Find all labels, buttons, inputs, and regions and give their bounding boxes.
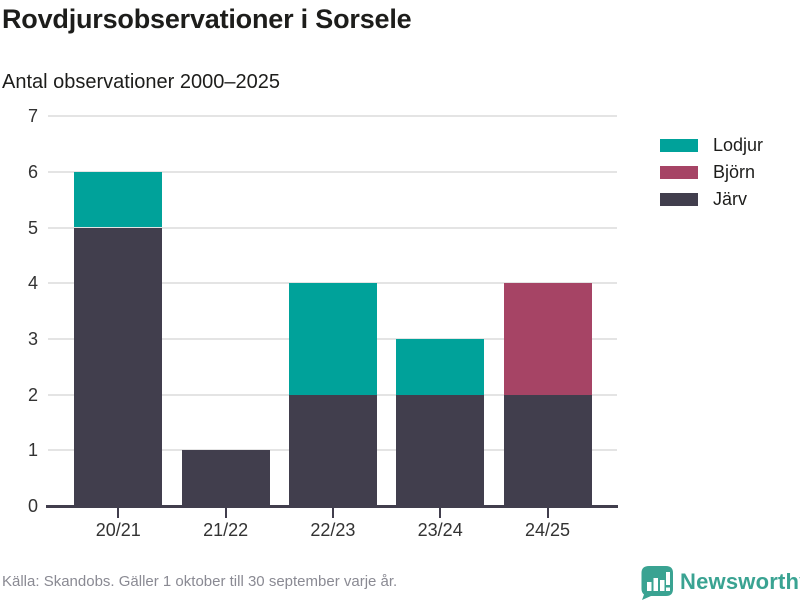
bar-segment-järv	[503, 394, 592, 506]
y-tick-label: 1	[27, 440, 38, 461]
x-tick	[117, 508, 120, 518]
newsworthy-logo[interactable]: Newsworthy	[640, 565, 800, 600]
newsworthy-speech-bubble-barchart-icon	[641, 566, 673, 600]
legend-label: Björn	[713, 162, 756, 182]
legend-item-jrv: Järv	[660, 186, 763, 213]
gridline	[48, 170, 617, 173]
bar-segment-järv	[181, 450, 270, 506]
y-tick-label: 0	[27, 496, 38, 516]
chart-title: Rovdjursobservationer i Sorsele	[2, 4, 412, 34]
x-axis-line	[46, 505, 618, 508]
y-tick-label: 7	[27, 106, 38, 127]
x-tick	[224, 508, 227, 518]
legend-swatch	[660, 193, 698, 206]
legend-item-lodjur: Lodjur	[660, 132, 763, 159]
gridline	[48, 115, 617, 118]
x-tick-label: 22/23	[310, 520, 356, 540]
y-tick-label: 5	[27, 217, 38, 238]
bar-segment-lodjur	[396, 338, 485, 395]
y-tick-label: 4	[27, 273, 38, 294]
chart-legend: Lodjur Björn Järv	[660, 132, 763, 213]
gridline	[48, 226, 617, 229]
x-tick	[439, 508, 442, 518]
bar-segment-björn	[503, 283, 592, 395]
y-tick-label: 2	[27, 384, 38, 405]
bar-segment-järv	[74, 227, 163, 506]
legend-label: Lodjur	[713, 135, 764, 155]
x-tick	[331, 508, 334, 518]
bar-segment-lodjur	[74, 171, 163, 228]
y-tick-label: 6	[27, 161, 38, 182]
legend-swatch	[660, 166, 698, 179]
x-tick-label: 23/24	[417, 520, 463, 540]
bar-segment-järv	[396, 394, 485, 506]
chart-subtitle: Antal observationer 2000–2025	[2, 71, 280, 93]
x-tick-label: 21/22	[203, 520, 249, 540]
legend-label: Järv	[713, 189, 748, 209]
x-tick	[546, 508, 549, 518]
x-tick-label: 20/21	[95, 520, 141, 540]
bar-segment-lodjur	[288, 283, 377, 395]
x-tick-label: 24/25	[524, 520, 571, 540]
legend-swatch	[660, 139, 698, 152]
y-tick-label: 3	[27, 328, 38, 349]
source-note: Källa: Skandobs. Gäller 1 oktober till 3…	[2, 573, 398, 590]
legend-item-bjrn: Björn	[660, 159, 763, 186]
newsworthy-wordmark: Newsworthy	[680, 569, 800, 594]
bar-segment-järv	[288, 394, 377, 506]
